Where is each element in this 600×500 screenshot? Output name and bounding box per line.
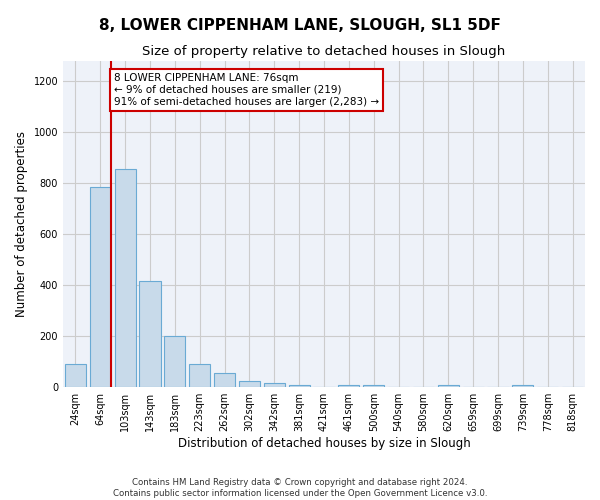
Bar [90, 187, 111, 387]
Bar [289, 384, 310, 387]
Bar [189, 364, 211, 387]
Title: Size of property relative to detached houses in Slough: Size of property relative to detached ho… [142, 45, 506, 58]
Bar [438, 384, 459, 387]
Y-axis label: Number of detached properties: Number of detached properties [15, 131, 28, 317]
X-axis label: Distribution of detached houses by size in Slough: Distribution of detached houses by size … [178, 437, 470, 450]
Bar [139, 282, 161, 387]
Bar [214, 373, 235, 387]
Bar [115, 169, 136, 387]
Bar [164, 336, 185, 387]
Bar [239, 381, 260, 387]
Bar [65, 364, 86, 387]
Bar [264, 384, 285, 387]
Text: 8 LOWER CIPPENHAM LANE: 76sqm
← 9% of detached houses are smaller (219)
91% of s: 8 LOWER CIPPENHAM LANE: 76sqm ← 9% of de… [114, 74, 379, 106]
Bar [512, 384, 533, 387]
Bar [338, 384, 359, 387]
Bar [363, 384, 384, 387]
Text: 8, LOWER CIPPENHAM LANE, SLOUGH, SL1 5DF: 8, LOWER CIPPENHAM LANE, SLOUGH, SL1 5DF [99, 18, 501, 32]
Text: Contains HM Land Registry data © Crown copyright and database right 2024.
Contai: Contains HM Land Registry data © Crown c… [113, 478, 487, 498]
